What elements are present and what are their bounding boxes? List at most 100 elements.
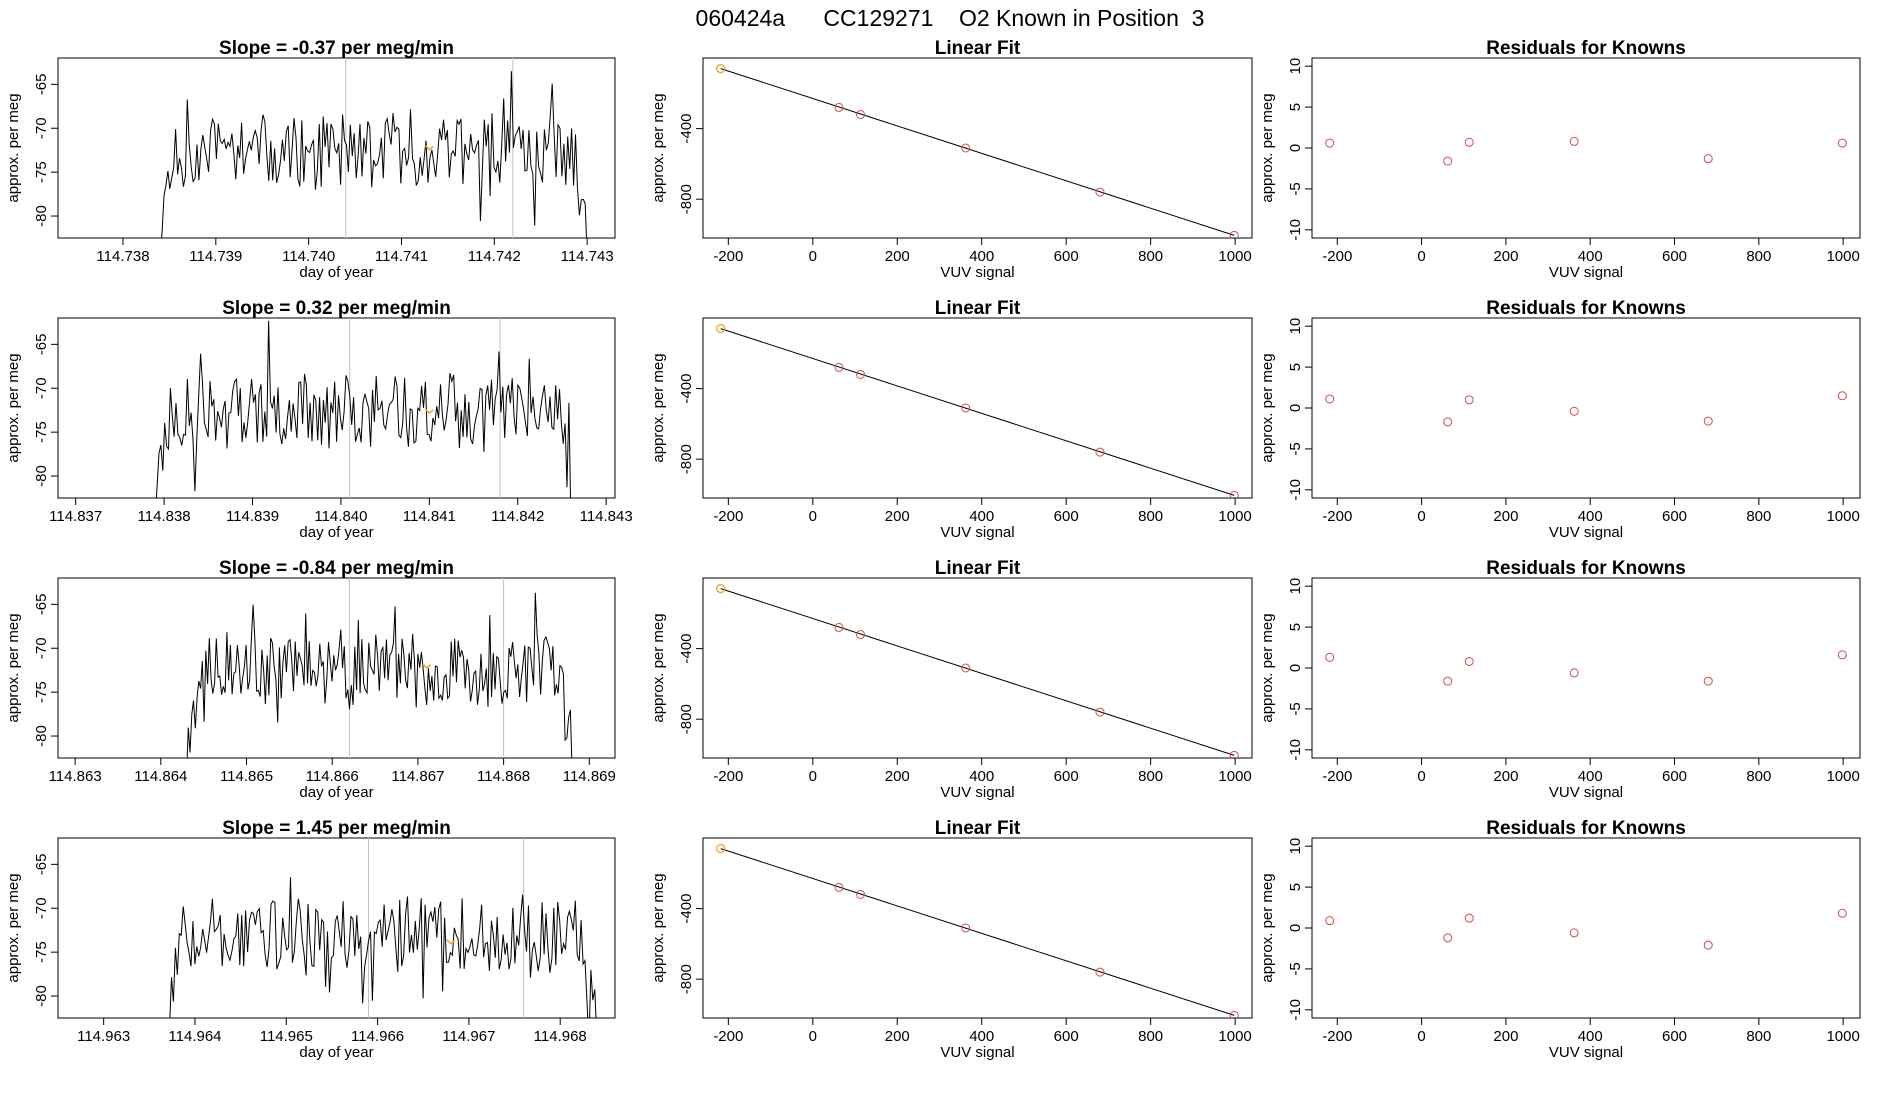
x-tick-label: -200 [1322,248,1352,265]
panel-2-0: Slope = -0.84 per meg/min 114.863 114.864 1… [5,558,616,801]
data-point [961,663,971,673]
x-tick-label: 114.740 [282,248,335,265]
x-tick-label: 1000 [1218,508,1251,525]
x-tick-label: 1000 [1218,248,1251,265]
data-point [1464,395,1474,405]
x-tick-label: 1000 [1218,1028,1251,1045]
plot-data [716,583,1239,758]
x-tick-label: -200 [1322,1028,1352,1045]
x-tick-label: 114.965 [260,1028,313,1045]
data-point [1443,933,1453,943]
x-tick-label: 200 [1493,248,1518,265]
x-tick-label: 114.739 [189,248,242,265]
x-tick-label: 600 [1662,248,1687,265]
y-tick-label: 10 [1287,838,1304,855]
y-tick-label: -80 [33,205,50,227]
known-segment-marker [424,144,434,151]
y-tick-label: -70 [33,637,50,659]
data-point [1229,490,1239,498]
y-tick-label: 5 [1287,363,1304,371]
x-tick-label: 0 [809,508,817,525]
panel-title: Slope = 0.32 per meg/min [222,298,451,319]
x-tick-label: 114.863 [49,768,102,785]
plot-data [155,318,572,498]
data-point [1095,967,1105,977]
data-point [856,109,866,119]
x-tick-label: 114.843 [580,508,633,525]
x-tick-label: 0 [1417,1028,1425,1045]
x-tick-label: 0 [1417,508,1425,525]
y-tick-label: -800 [678,704,695,734]
y-axis-label: approx. per meg [650,613,667,722]
x-tick-label: 0 [809,248,817,265]
y-axis-label: approx. per meg [650,873,667,982]
data-point [1569,668,1579,678]
data-point [1464,137,1474,147]
y-tick-label: 0 [1287,924,1304,932]
x-tick-label: 600 [1054,248,1079,265]
x-axis-label: VUV signal [1549,784,1623,801]
x-tick-label: 114.837 [49,508,102,525]
data-point [1325,916,1335,926]
plot-data [186,578,573,758]
x-tick-label: 400 [969,768,994,785]
x-tick-label: 1000 [1826,1028,1859,1045]
x-axis-label: VUV signal [1549,1044,1623,1061]
y-tick-label: 0 [1287,664,1304,672]
data-point [1464,913,1474,923]
data-point [1837,908,1847,918]
data-point [1703,416,1713,426]
y-tick-label: -80 [33,725,50,747]
data-point [1443,156,1453,166]
y-tick-label: -10 [1287,219,1304,241]
y-tick-label: 0 [1287,144,1304,152]
x-tick-label: 0 [1417,248,1425,265]
x-axis-label: VUV signal [940,1044,1014,1061]
plot-frame [1311,57,1861,239]
y-tick-label: -80 [33,465,50,487]
data-point [1569,928,1579,938]
y-tick-label: -75 [33,161,50,183]
plot-frame [702,577,1253,759]
highlight-point [716,583,726,594]
data-point [834,622,844,632]
x-tick-label: 200 [885,508,910,525]
y-tick-label: -10 [1287,999,1304,1021]
x-axis-label: VUV signal [1549,264,1623,281]
data-point [1095,187,1105,197]
x-tick-label: 400 [969,508,994,525]
y-tick-label: -5 [1287,182,1304,195]
fit-line [720,328,1235,496]
panel-title: Linear Fit [935,558,1021,579]
panel-0-2: Residuals for Knowns-200 0 200 400 600 800 100… [1259,38,1861,281]
x-tick-label: -200 [713,768,743,785]
data-point [1569,136,1579,146]
x-tick-label: 114.964 [168,1028,221,1045]
x-tick-label: 800 [1138,1028,1163,1045]
data-point [1703,676,1713,686]
data-point [1325,652,1335,662]
x-tick-label: 600 [1662,1028,1687,1045]
y-tick-label: -5 [1287,442,1304,455]
y-tick-label: -70 [33,897,50,919]
highlight-point [716,843,726,854]
x-tick-label: 114.742 [468,248,521,265]
y-tick-label: -800 [678,444,695,474]
x-tick-label: 800 [1746,768,1771,785]
x-tick-label: 600 [1054,508,1079,525]
highlight-point [716,63,726,74]
x-tick-label: 114.743 [561,248,614,265]
x-tick-label: 114.839 [226,508,279,525]
panel-1-1: Linear Fit -200 0 200 400 600 800 1000 -800 -400 V… [650,298,1253,541]
panel-2-2: Residuals for Knowns-200 0 200 400 600 800 100… [1259,558,1861,801]
x-tick-label: 114.869 [563,768,616,785]
panel-title: Slope = 1.45 per meg/min [222,818,451,839]
y-axis-label: approx. per meg [5,353,22,462]
fit-line [720,848,1235,1016]
x-tick-label: 114.966 [351,1028,404,1045]
y-axis-label: approx. per meg [1259,353,1276,462]
x-tick-label: 114.867 [391,768,444,785]
x-tick-label: 800 [1746,248,1771,265]
x-tick-label: 600 [1662,508,1687,525]
highlight-point [716,323,726,334]
